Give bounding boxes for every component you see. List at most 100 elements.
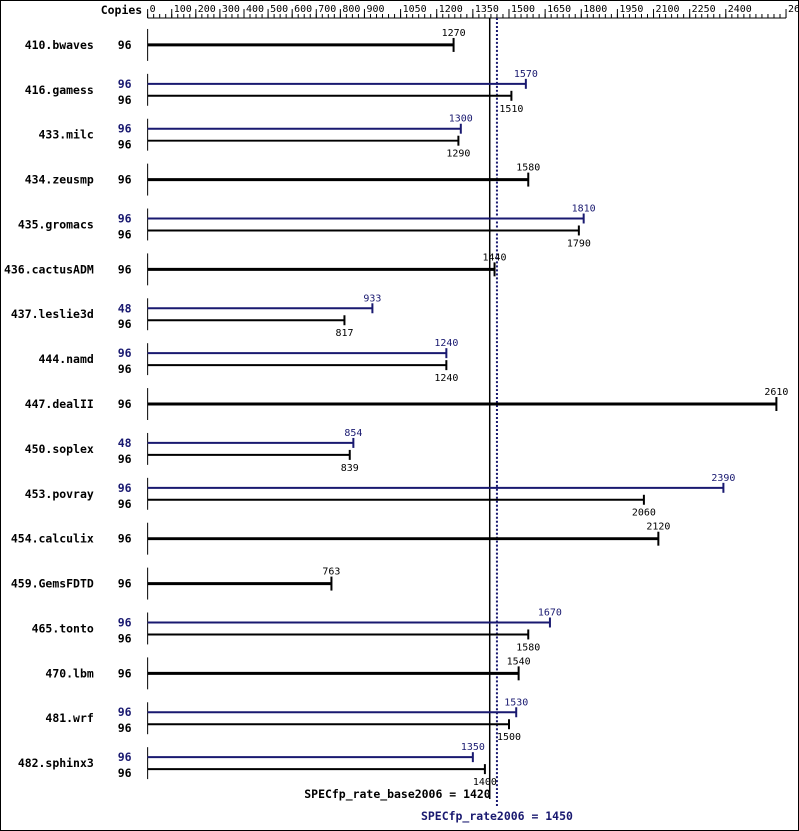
base-copies: 96 (118, 766, 132, 780)
peak-copies: 96 (118, 481, 132, 495)
peak-value-label: 854 (344, 428, 362, 439)
axis-tick-label: 1200 (439, 4, 463, 15)
benchmark-name: 450.soplex (25, 442, 94, 456)
benchmark-name: 481.wrf (45, 711, 93, 725)
peak-value-label: 2390 (711, 473, 735, 484)
peak-copies: 96 (118, 211, 132, 225)
base-value-label: 763 (322, 567, 340, 578)
peak-value-label: 1570 (514, 69, 538, 80)
axis-tick-label: 1050 (403, 4, 427, 15)
benchmark-row: 459.GemsFDTD 96 763 (11, 567, 340, 600)
base-value-label: 1270 (442, 28, 466, 39)
base-value-label: 1400 (473, 777, 497, 788)
peak-reference-label: SPECfp_rate2006 = 1450 (421, 809, 573, 824)
base-value-label: 1510 (499, 104, 523, 115)
peak-copies: 48 (118, 301, 132, 315)
benchmark-name: 410.bwaves (25, 38, 94, 52)
benchmark-row: 416.gamess 96 96 1570 1510 (25, 69, 538, 115)
axis-tick-label: 2250 (692, 4, 716, 15)
base-copies: 96 (118, 38, 132, 52)
peak-value-label: 1240 (434, 338, 458, 349)
peak-copies: 96 (118, 615, 132, 629)
benchmark-row: 437.leslie3d 48 96 933 817 (11, 293, 381, 339)
peak-copies: 96 (118, 346, 132, 360)
benchmark-name: 459.GemsFDTD (11, 577, 94, 591)
peak-copies: 96 (118, 750, 132, 764)
base-copies: 96 (118, 666, 132, 680)
benchmark-bars: 410.bwaves 96 1270 416.gamess 96 96 1570 1510 43… (4, 28, 788, 788)
copies-header: Copies (101, 3, 142, 17)
benchmark-name: 482.sphinx3 (18, 756, 94, 770)
peak-copies: 48 (118, 436, 132, 450)
base-copies: 96 (118, 631, 132, 645)
peak-copies: 96 (118, 705, 132, 719)
benchmark-row: 444.namd 96 96 1240 1240 (39, 338, 459, 384)
axis-tick-label: 400 (246, 4, 264, 15)
axis-tick-label: 800 (342, 4, 360, 15)
benchmark-row: 470.lbm 96 1540 (45, 656, 531, 690)
base-copies: 96 (118, 532, 132, 546)
base-copies: 96 (118, 138, 132, 152)
benchmark-name: 436.cactusADM (4, 262, 94, 276)
axis-tick-label: 0 (150, 4, 156, 15)
base-copies: 96 (118, 262, 132, 276)
benchmark-row: 465.tonto 96 96 1670 1580 (32, 607, 562, 653)
axis-tick-label: 900 (366, 4, 384, 15)
base-value-label: 817 (335, 328, 353, 339)
peak-value-label: 933 (363, 293, 381, 304)
peak-value-label: 1350 (461, 742, 485, 753)
reference-lines: SPECfp_rate_base2006 = 1420 SPECfp_rate20… (304, 17, 573, 824)
benchmark-name: 434.zeusmp (25, 173, 94, 187)
benchmark-row: 410.bwaves 96 1270 (25, 28, 466, 61)
axis-tick-label: 200 (198, 4, 216, 15)
axis-tick-label: 700 (318, 4, 336, 15)
benchmark-row: 436.cactusADM 96 1440 (4, 252, 507, 286)
base-value-label: 1580 (516, 163, 540, 174)
benchmark-row: 434.zeusmp 96 1580 (25, 163, 540, 196)
benchmark-row: 433.milc 96 96 1300 1290 (39, 114, 473, 160)
benchmark-row: 435.gromacs 96 96 1810 1790 (18, 204, 596, 250)
axis-tick-label: 600 (294, 4, 312, 15)
base-copies: 96 (118, 577, 132, 591)
axis-tick-label: 100 (174, 4, 192, 15)
base-value-label: 1540 (507, 656, 531, 667)
axis-tick-label: 2100 (656, 4, 680, 15)
base-copies: 96 (118, 721, 132, 735)
benchmark-name: 470.lbm (45, 666, 93, 680)
benchmark-name: 447.dealII (25, 397, 94, 411)
benchmark-name: 416.gamess (25, 83, 94, 97)
axis-tick-label: 1950 (619, 4, 643, 15)
base-value-label: 1790 (567, 238, 591, 249)
axis-tick-label: 2650 (788, 4, 799, 15)
axis-tick-label: 1800 (583, 4, 607, 15)
benchmark-name: 444.namd (39, 352, 94, 366)
axis-tick-label: 500 (270, 4, 288, 15)
benchmark-row: 481.wrf 96 96 1530 1500 (45, 697, 528, 743)
benchmark-name: 437.leslie3d (11, 307, 94, 321)
benchmark-name: 433.milc (39, 128, 94, 142)
axis-tick-label: 1650 (547, 4, 571, 15)
base-copies: 96 (118, 227, 132, 241)
axis-tick-label: 1350 (475, 4, 499, 15)
x-axis: Copies 0 100 200 300 400 500 600 700 800 900 1050 12… (101, 3, 799, 19)
axis-tick-label: 1500 (511, 4, 535, 15)
base-value-label: 839 (341, 463, 359, 474)
base-value-label: 2120 (646, 522, 670, 533)
peak-copies: 96 (118, 122, 132, 136)
peak-value-label: 1670 (538, 607, 562, 618)
benchmark-name: 453.povray (25, 487, 94, 501)
base-value-label: 1290 (446, 149, 470, 160)
benchmark-row: 450.soplex 48 96 854 839 (25, 428, 363, 474)
peak-value-label: 1810 (572, 204, 596, 215)
base-copies: 96 (118, 93, 132, 107)
benchmark-name: 435.gromacs (18, 217, 94, 231)
base-copies: 96 (118, 397, 132, 411)
peak-value-label: 1300 (449, 114, 473, 125)
benchmark-row: 454.calculix 96 2120 (11, 522, 670, 555)
axis-tick-label: 300 (222, 4, 240, 15)
base-value-label: 1440 (483, 252, 507, 263)
base-value-label: 2060 (632, 508, 656, 519)
base-copies: 96 (118, 362, 132, 376)
base-copies: 96 (118, 317, 132, 331)
